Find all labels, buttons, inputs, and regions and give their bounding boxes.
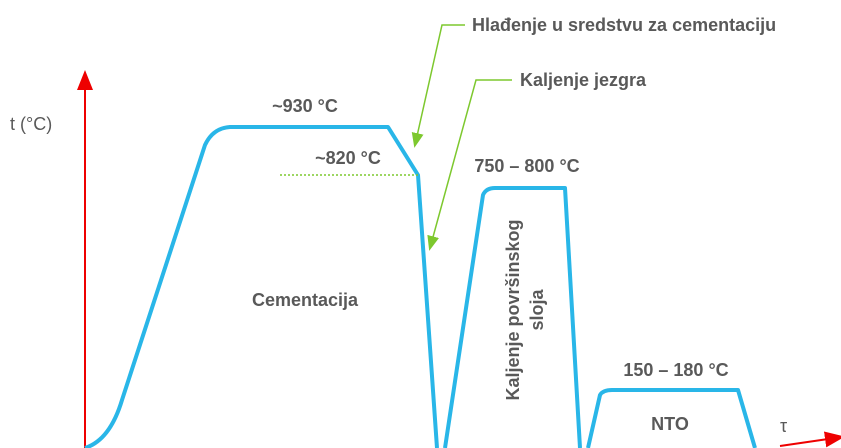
y-axis-label: t (°C) (10, 114, 52, 134)
x-axis (779, 431, 841, 448)
phase-label: NTO (651, 414, 689, 434)
callout-arrow (411, 24, 465, 148)
phase-label: Cementacija (252, 290, 359, 310)
temperature-label: ~930 °C (272, 96, 338, 116)
process-curve (84, 125, 757, 448)
callout-label: Kaljenje jezgra (520, 70, 647, 90)
temperature-label: 150 – 180 °C (623, 360, 728, 380)
callout-label: Hlađenje u sredstvu za cementaciju (472, 15, 776, 35)
phase-label: Kaljenje površinskog (503, 219, 523, 400)
phase-label: sloja (527, 289, 547, 331)
x-axis-label: τ (780, 416, 787, 436)
callout-arrow (427, 79, 512, 251)
temperature-label: 750 – 800 °C (474, 156, 579, 176)
temperature-label: ~820 °C (315, 148, 381, 168)
